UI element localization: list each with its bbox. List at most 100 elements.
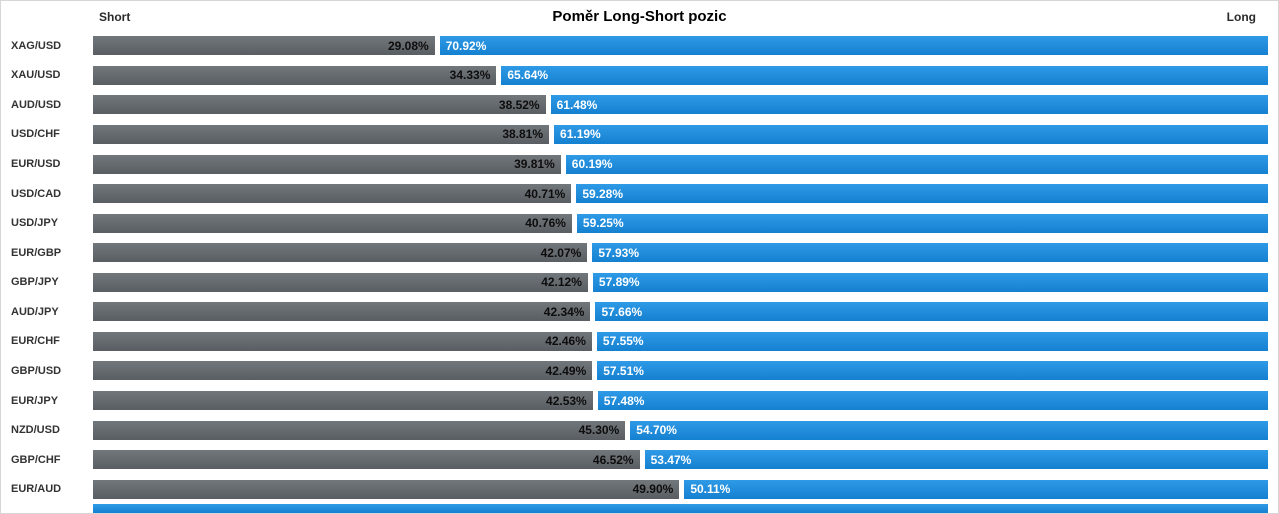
pair-label: USD/CHF xyxy=(11,128,60,141)
chart-row: USD/JPY 40.76% 59.25% xyxy=(1,208,1278,238)
pair-label: GBP/USD xyxy=(11,364,62,377)
short-bar: 42.12% xyxy=(93,272,588,292)
short-value-label: 40.76% xyxy=(525,216,566,231)
bars-track: 42.49% 57.51% xyxy=(93,361,1268,381)
chart-row: NZD/USD 45.30% 54.70% xyxy=(1,415,1278,445)
bars-track: 42.07% 57.93% xyxy=(93,243,1268,263)
short-value-label: 42.49% xyxy=(545,363,587,378)
short-bar: 34.33% xyxy=(93,65,497,85)
chart-row: GBP/USD 42.49% 57.51% xyxy=(1,356,1278,386)
short-value-label: 39.81% xyxy=(514,157,555,172)
short-value-label: 46.52% xyxy=(592,452,634,467)
short-bar: 38.81% xyxy=(93,124,550,144)
long-axis-label: Long xyxy=(1226,10,1256,24)
long-bar: 57.55% xyxy=(596,331,1268,351)
short-bar: 38.52% xyxy=(93,95,546,115)
pair-label: XAG/USD xyxy=(11,39,62,52)
bars-track: 38.52% 61.48% xyxy=(93,95,1268,115)
long-value-label: 60.19% xyxy=(571,157,613,172)
short-bar: 42.34% xyxy=(93,302,591,322)
long-bar: 53.47% xyxy=(644,450,1268,470)
short-bar: 29.08% xyxy=(93,36,435,56)
short-value-label: 34.33% xyxy=(449,68,491,83)
short-value-label: 42.12% xyxy=(541,275,582,290)
long-bar: 57.93% xyxy=(592,243,1268,263)
long-bar: 54.70% xyxy=(630,420,1268,440)
long-value-label: 50.11% xyxy=(690,482,731,497)
chart-header: Short Poměr Long-Short pozic Long xyxy=(1,1,1278,31)
long-bar: 57.51% xyxy=(597,361,1268,381)
pair-label: XAU/USD xyxy=(11,69,61,82)
chart-row: EUR/USD 39.81% 60.19% xyxy=(1,149,1278,179)
bars-track: 39.81% 60.19% xyxy=(93,154,1268,174)
pair-label: EUR/JPY xyxy=(11,394,59,407)
bars-track: 34.33% 65.64% xyxy=(93,65,1268,85)
long-bar: 50.11% xyxy=(684,479,1268,499)
long-bar: 61.48% xyxy=(550,95,1268,115)
bars-track: 42.34% 57.66% xyxy=(93,302,1268,322)
long-value-label: 57.51% xyxy=(603,363,644,378)
long-bar: 59.28% xyxy=(576,184,1268,204)
chart-row: XAG/USD 29.08% 70.92% xyxy=(1,31,1278,61)
long-bar: 65.64% xyxy=(501,65,1268,85)
bars-track: 42.12% 57.89% xyxy=(93,272,1268,292)
long-value-label: 70.92% xyxy=(445,38,487,53)
pair-label: GBP/JPY xyxy=(11,276,59,289)
long-value-label: 57.55% xyxy=(602,334,644,349)
pair-label: USD/JPY xyxy=(11,217,59,230)
long-bar: 59.25% xyxy=(576,213,1268,233)
bottom-axis-bar xyxy=(93,504,1268,513)
pair-label: EUR/AUD xyxy=(11,483,62,496)
chart-row: AUD/JPY 42.34% 57.66% xyxy=(1,297,1278,327)
chart-rows: XAG/USD 29.08% 70.92% XAU/USD 34.33% 65.… xyxy=(1,31,1278,504)
chart-row: GBP/CHF 46.52% 53.47% xyxy=(1,445,1278,475)
bars-track: 42.53% 57.48% xyxy=(93,391,1268,411)
pair-label: EUR/USD xyxy=(11,158,61,171)
long-bar: 57.66% xyxy=(595,302,1268,322)
long-bar: 57.48% xyxy=(597,391,1268,411)
long-value-label: 59.25% xyxy=(582,216,624,231)
bars-track: 45.30% 54.70% xyxy=(93,420,1268,440)
long-value-label: 57.66% xyxy=(601,304,643,319)
pair-label: NZD/USD xyxy=(11,424,60,437)
short-value-label: 38.52% xyxy=(498,97,540,112)
chart-row: USD/CAD 40.71% 59.28% xyxy=(1,179,1278,209)
short-bar: 42.07% xyxy=(93,243,588,263)
chart-row: GBP/JPY 42.12% 57.89% xyxy=(1,268,1278,298)
bars-track: 46.52% 53.47% xyxy=(93,450,1268,470)
short-bar: 40.71% xyxy=(93,184,572,204)
short-bar: 42.49% xyxy=(93,361,593,381)
bars-track: 49.90% 50.11% xyxy=(93,479,1268,499)
long-value-label: 57.48% xyxy=(603,393,645,408)
short-bar: 42.53% xyxy=(93,391,593,411)
short-value-label: 40.71% xyxy=(524,186,566,201)
chart-title: Poměr Long-Short pozic xyxy=(552,8,727,25)
short-axis-label: Short xyxy=(99,10,131,24)
pair-label: EUR/CHF xyxy=(11,335,60,348)
short-bar: 40.76% xyxy=(93,213,572,233)
chart-row: XAU/USD 34.33% 65.64% xyxy=(1,61,1278,91)
bars-track: 38.81% 61.19% xyxy=(93,124,1268,144)
bars-track: 42.46% 57.55% xyxy=(93,331,1268,351)
pair-label: EUR/GBP xyxy=(11,246,62,259)
long-value-label: 53.47% xyxy=(650,452,692,467)
short-value-label: 49.90% xyxy=(632,482,674,497)
short-value-label: 42.46% xyxy=(545,334,586,349)
chart-row: USD/CHF 38.81% 61.19% xyxy=(1,120,1278,150)
short-value-label: 38.81% xyxy=(502,127,544,142)
pair-label: GBP/CHF xyxy=(11,453,61,466)
long-value-label: 61.19% xyxy=(560,127,601,142)
chart-row: EUR/JPY 42.53% 57.48% xyxy=(1,386,1278,416)
pair-label: AUD/JPY xyxy=(11,305,59,318)
short-value-label: 29.08% xyxy=(387,38,429,53)
short-value-label: 42.34% xyxy=(543,304,585,319)
long-value-label: 57.93% xyxy=(598,245,640,260)
short-value-label: 42.07% xyxy=(540,245,582,260)
chart-row: EUR/AUD 49.90% 50.11% xyxy=(1,474,1278,504)
bars-track: 40.71% 59.28% xyxy=(93,184,1268,204)
short-value-label: 42.53% xyxy=(546,393,587,408)
pair-label: AUD/USD xyxy=(11,98,62,111)
chart-row: EUR/CHF 42.46% 57.55% xyxy=(1,327,1278,357)
long-value-label: 59.28% xyxy=(582,186,624,201)
